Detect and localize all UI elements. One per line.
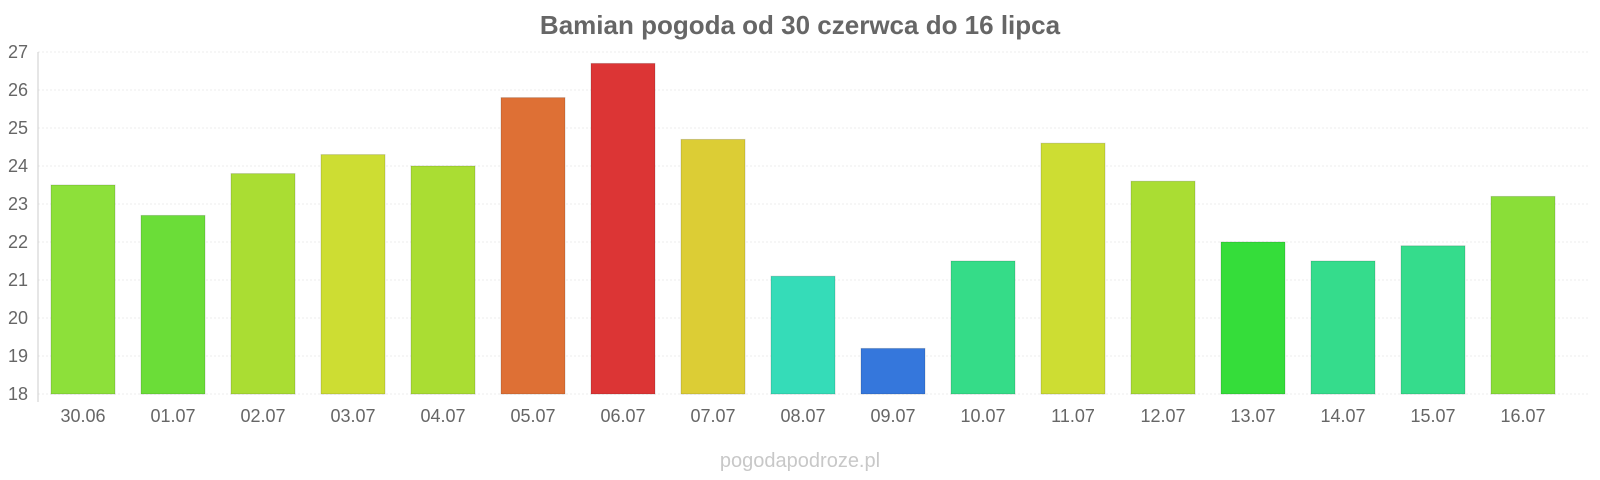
x-tick-label: 30.06	[60, 406, 105, 426]
bars	[50, 62, 1556, 395]
y-tick-label: 22	[8, 232, 28, 252]
bar	[1310, 260, 1376, 395]
bar	[590, 62, 656, 395]
y-tick-label: 24	[8, 156, 28, 176]
x-tick-label: 08.07	[780, 406, 825, 426]
x-tick-label: 04.07	[420, 406, 465, 426]
x-tick-label: 05.07	[510, 406, 555, 426]
bar	[1130, 180, 1196, 395]
y-tick-label: 18	[8, 384, 28, 404]
y-tick-label: 20	[8, 308, 28, 328]
x-tick-label: 11.07	[1051, 406, 1095, 426]
bar	[410, 165, 476, 395]
x-tick-label: 01.07	[150, 406, 195, 426]
y-tick-label: 23	[8, 194, 28, 214]
bar	[500, 97, 566, 395]
x-tick-label: 12.07	[1140, 406, 1185, 426]
bar	[1490, 195, 1556, 395]
x-tick-label: 13.07	[1230, 406, 1275, 426]
bar	[950, 260, 1016, 395]
x-tick-label: 15.07	[1410, 406, 1455, 426]
bar	[1400, 245, 1466, 395]
x-tick-label: 14.07	[1320, 406, 1365, 426]
x-tick-label: 03.07	[330, 406, 375, 426]
y-tick-label: 27	[8, 42, 28, 62]
y-tick-label: 25	[8, 118, 28, 138]
y-tick-label: 19	[8, 346, 28, 366]
bar	[50, 184, 116, 395]
x-tick-label: 09.07	[870, 406, 915, 426]
bar	[1220, 241, 1286, 395]
x-tick-label: 16.07	[1500, 406, 1545, 426]
bar	[860, 347, 926, 395]
bar	[320, 154, 386, 395]
x-tick-label: 07.07	[690, 406, 735, 426]
y-tick-label: 21	[8, 270, 28, 290]
bar	[770, 275, 836, 395]
bar	[1040, 142, 1106, 395]
bar	[230, 173, 296, 395]
x-tick-label: 02.07	[240, 406, 285, 426]
x-tick-labels: 30.06 01.07 02.07 03.07 04.07 05.07 06.07 07.07…	[60, 406, 1545, 426]
y-tick-label: 26	[8, 80, 28, 100]
watermark: pogodapodroze.pl	[719, 450, 881, 472]
chart-title: Bamian pogoda od 30 czerwca do 16 lipca	[539, 10, 1061, 40]
x-tick-label: 06.07	[600, 406, 645, 426]
bar	[140, 214, 206, 395]
x-tick-label: 10.07	[960, 406, 1005, 426]
bar	[680, 138, 746, 395]
y-tick-labels: 18 19 20 21 22 23 24 25 26 27	[8, 42, 28, 404]
